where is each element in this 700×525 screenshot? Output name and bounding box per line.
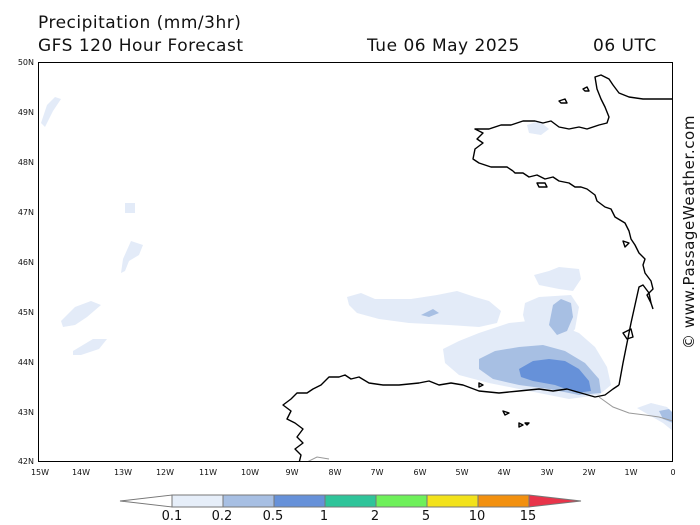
legend-swatch bbox=[222, 494, 275, 508]
legend-swatch bbox=[171, 494, 224, 508]
forecast-date: Tue 06 May 2025 bbox=[367, 36, 520, 56]
lon-label: 12W bbox=[155, 468, 175, 477]
legend-label: 1 bbox=[319, 509, 329, 524]
legend-label: 15 bbox=[519, 509, 537, 524]
legend-label: 2 bbox=[370, 509, 380, 524]
lon-label: 6W bbox=[413, 468, 427, 477]
legend-label: 0.2 bbox=[211, 509, 233, 524]
legend-swatch bbox=[119, 494, 173, 508]
lon-label: 9W bbox=[285, 468, 299, 477]
lat-label: 48N bbox=[17, 158, 34, 167]
legend-swatch bbox=[477, 494, 530, 508]
lat-label: 43N bbox=[17, 408, 34, 417]
lon-label: 1W bbox=[624, 468, 638, 477]
legend-swatch bbox=[324, 494, 377, 508]
map-title: Precipitation (mm/3hr) bbox=[38, 13, 242, 33]
lat-label: 44N bbox=[17, 358, 34, 367]
model-subtitle: GFS 120 Hour Forecast bbox=[38, 36, 244, 56]
lon-label: 10W bbox=[240, 468, 260, 477]
lon-label: 3W bbox=[540, 468, 554, 477]
lat-label: 47N bbox=[17, 208, 34, 217]
precipitation-map bbox=[38, 62, 673, 462]
lon-label: 8W bbox=[328, 468, 342, 477]
lon-label: 0 bbox=[670, 468, 676, 477]
credit-label: © www.PassageWeather.com bbox=[680, 114, 698, 350]
precip-medium bbox=[519, 359, 591, 393]
lon-label: 5W bbox=[455, 468, 469, 477]
lat-label: 45N bbox=[17, 308, 34, 317]
legend-label: 5 bbox=[421, 509, 431, 524]
forecast-time: 06 UTC bbox=[593, 36, 657, 56]
map-canvas bbox=[41, 74, 672, 461]
lon-label: 11W bbox=[198, 468, 218, 477]
legend-swatch bbox=[528, 494, 582, 508]
lat-label: 46N bbox=[17, 258, 34, 267]
legend-label: 10 bbox=[468, 509, 486, 524]
lon-label: 2W bbox=[582, 468, 596, 477]
lat-label: 50N bbox=[17, 58, 34, 67]
lon-label: 13W bbox=[113, 468, 133, 477]
lon-label: 15W bbox=[30, 468, 50, 477]
lon-label: 7W bbox=[370, 468, 384, 477]
legend-label: 0.5 bbox=[262, 509, 284, 524]
legend-swatch bbox=[273, 494, 326, 508]
legend-swatch bbox=[426, 494, 479, 508]
lon-label: 14W bbox=[71, 468, 91, 477]
lat-label: 49N bbox=[17, 108, 34, 117]
credit-text: © www.PassageWeather.com bbox=[678, 62, 700, 402]
border-line bbox=[307, 396, 672, 461]
lon-label: 4W bbox=[497, 468, 511, 477]
legend-swatch bbox=[375, 494, 428, 508]
coastline bbox=[282, 74, 672, 461]
legend-label: 0.1 bbox=[161, 509, 183, 524]
lat-label: 42N bbox=[17, 457, 34, 466]
